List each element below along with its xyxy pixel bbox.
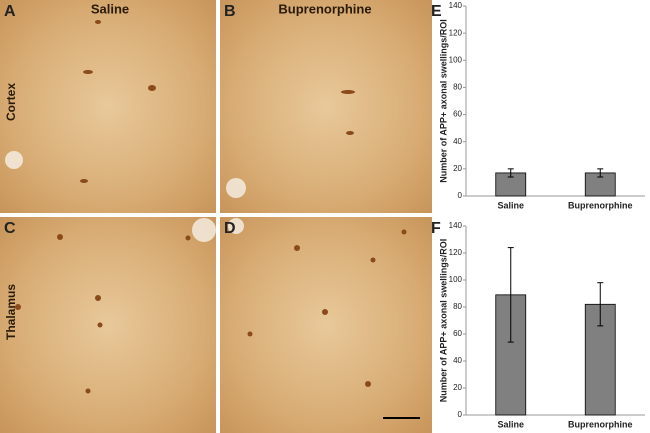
micrographs [0,0,432,433]
y-tick-label: 60 [453,110,462,119]
panel-label: A [4,3,16,20]
y-tick-label: 60 [453,329,462,338]
y-axis-title: Number of APP+ axonal swellings/ROI [438,19,448,182]
y-tick-label: 20 [453,383,462,392]
y-tick-label: 140 [449,1,463,10]
micrograph [220,217,432,433]
x-tick-label: Buprenorphine [568,200,633,210]
panel-label: F [431,220,441,237]
panel-label: E [431,3,442,20]
vessels [5,151,246,242]
y-tick-label: 140 [449,221,463,230]
y-tick-label: 80 [453,302,462,311]
micrograph [0,217,216,433]
y-tick-label: 120 [449,248,463,257]
stained-cells [15,20,407,394]
y-tick-label: 20 [453,164,462,173]
column-label: Saline [91,1,129,16]
y-axis-title: Number of APP+ axonal swellings/ROI [438,239,448,402]
y-tick-label: 80 [453,83,462,92]
x-tick-label: Saline [497,200,524,210]
column-label: Buprenorphine [278,1,371,16]
micrograph [0,0,216,213]
y-tick-label: 120 [449,28,463,37]
x-tick-label: Buprenorphine [568,419,633,429]
micrograph [220,0,432,213]
y-tick-label: 100 [449,55,463,64]
panel-label: D [224,220,236,237]
panel-label: B [224,3,236,20]
x-tick-label: Saline [497,419,524,429]
y-tick-label: 100 [449,275,463,284]
y-tick-label: 40 [453,137,462,146]
y-tick-label: 0 [458,410,463,419]
row-label: Thalamus [4,284,18,340]
panel-label: C [4,220,16,237]
y-tick-label: 0 [458,191,463,200]
row-label: Cortex [4,83,18,121]
y-tick-label: 40 [453,356,462,365]
